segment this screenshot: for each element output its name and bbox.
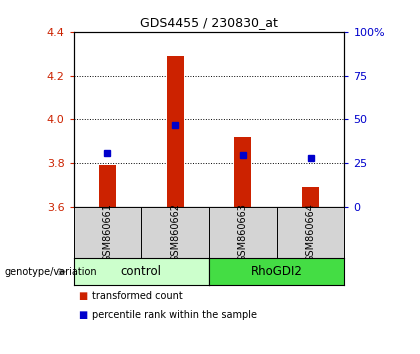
Text: ■: ■: [78, 291, 87, 301]
Title: GDS4455 / 230830_at: GDS4455 / 230830_at: [140, 16, 278, 29]
Text: GSM860662: GSM860662: [170, 203, 180, 262]
Text: ■: ■: [78, 310, 87, 320]
Text: genotype/variation: genotype/variation: [4, 267, 97, 277]
Bar: [302, 187, 319, 207]
Bar: [167, 56, 184, 207]
Text: GSM860663: GSM860663: [238, 203, 248, 262]
Bar: [99, 165, 116, 207]
Text: GSM860664: GSM860664: [305, 203, 315, 262]
Text: control: control: [121, 265, 162, 278]
Bar: [234, 137, 251, 207]
Text: RhoGDI2: RhoGDI2: [251, 265, 303, 278]
Text: GSM860661: GSM860661: [102, 203, 113, 262]
Text: percentile rank within the sample: percentile rank within the sample: [92, 310, 257, 320]
Text: transformed count: transformed count: [92, 291, 183, 301]
